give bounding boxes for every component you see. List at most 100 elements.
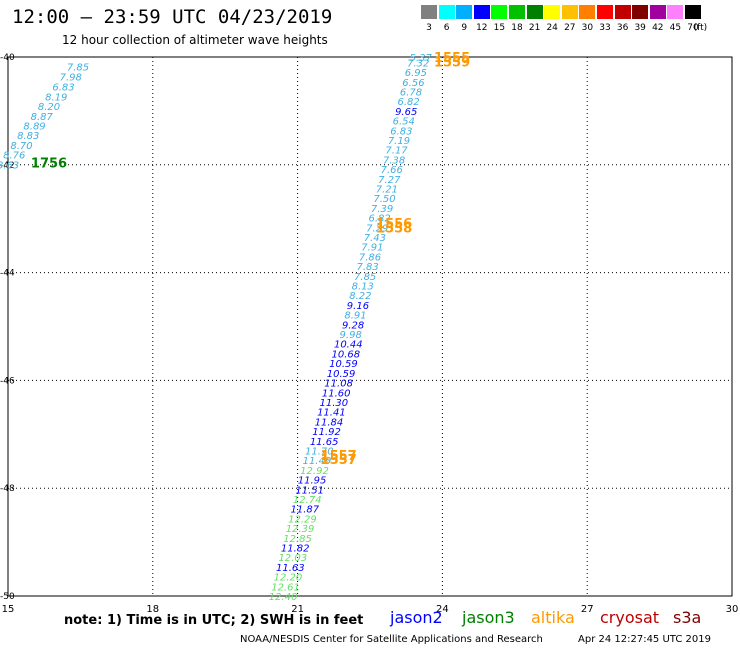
wave-height-label: 9.16 [347,301,369,312]
color-scale-label: 9 [461,23,468,33]
wave-height-label: 9.65 [395,107,417,118]
wave-height-label: 7.86 [359,252,381,263]
pass-time-label: 1559 [434,55,470,70]
color-swatch [509,5,525,19]
color-swatch [526,5,543,19]
y-tick-label: -42 [0,161,15,171]
color-scale-label: 3 [426,23,432,33]
wave-height-label: 11.92 [312,427,341,438]
wave-height-label: 8.76 [3,151,25,162]
color-scale-label: 70 [687,23,699,33]
pass-time-label: 1555 [434,51,470,66]
color-swatch [597,5,613,19]
wave-height-label: 12.92 [300,466,329,477]
wave-height-label: 11.63 [276,563,305,574]
wave-height-label: 6.95 [405,68,427,79]
wave-height-label: 5.37 [410,53,433,64]
wave-height-label: 12.61 [271,582,300,593]
wave-height-label: 6.83 [390,126,412,137]
color-scale-unit: (ft) [693,23,708,33]
wave-height-label: 7.39 [371,204,393,215]
x-tick-label: 30 [726,604,739,615]
color-swatch [561,5,578,19]
color-scale-label: 6 [443,23,450,33]
wave-height-label: 11.49 [303,456,332,467]
wave-height-label: 12.03 [278,553,307,564]
wave-height-label: 11.60 [322,388,351,399]
color-scale-label: 33 [599,23,611,33]
wave-height-label: 11.82 [281,543,310,554]
wave-height-label: 11.08 [324,379,353,390]
satellite-jason3: jason3 [462,608,515,627]
color-scale-label: 24 [546,23,558,33]
pass-time-label: 1557 [321,449,357,464]
color-scale-label: 15 [493,23,506,33]
y-tick-label: -44 [0,269,15,279]
color-scale-label: 39 [634,23,646,33]
x-tick-label: 18 [146,604,159,615]
color-scale-label: 36 [616,23,629,33]
pass-time-label: 1756 [31,157,67,172]
color-swatch [649,5,666,19]
wave-height-label: 8.89 [23,121,45,132]
color-swatch [614,5,631,19]
wave-height-label: 6.82 [397,97,419,108]
wave-height-label: 8.19 [45,92,67,103]
wave-height-label: 6.54 [393,117,415,128]
wave-height-label: 7.38 [383,155,405,166]
x-tick-label: 24 [436,604,449,615]
footer-timestamp: Apr 24 12:27:45 UTC 2019 [578,634,711,645]
color-swatch [421,5,437,19]
wave-height-label: 8.91 [344,311,366,322]
y-tick-label: -40 [0,53,15,63]
wave-height-label: 7.85 [354,272,376,283]
wave-height-label: 7.43 [364,233,386,244]
wave-height-label: 7.17 [385,146,408,157]
wave-height-label: 10.44 [334,340,363,351]
wave-height-label: 12.74 [293,495,322,506]
wave-height-label: 8.63 [0,160,19,171]
y-tick-label: -46 [0,376,15,386]
color-scale-label: 42 [652,23,664,33]
wave-height-label: 11.51 [295,485,324,496]
color-scale-label: 21 [528,23,541,33]
wave-height-label: 7.66 [381,165,403,176]
color-swatch [632,5,649,19]
color-swatch [473,5,490,19]
satellite-cryosat: cryosat [600,608,660,627]
wave-height-label: 8.83 [17,131,39,142]
wave-height-label: 10.59 [329,359,358,370]
wave-height-label: 6.83 [52,83,74,94]
wave-height-label: 6.56 [402,78,424,89]
footer-note: note: 1) Time is in UTC; 2) SWH is in fe… [64,613,364,628]
wave-height-label: 12.40 [269,592,298,603]
wave-height-label: 10.59 [327,369,356,380]
wave-height-label: 7.27 [378,175,401,186]
color-swatch [685,5,701,19]
wave-height-label: 7.98 [60,72,82,83]
wave-height-label: 7.50 [373,194,395,205]
wave-height-label: 7.83 [356,262,378,273]
wave-height-label: 11.87 [291,505,320,516]
wave-height-label: 7.85 [67,63,89,74]
wave-height-label: 11.30 [319,398,348,409]
wave-height-label: 11.65 [310,437,339,448]
color-swatch [438,5,455,19]
wave-height-label: 7.21 [376,185,398,196]
x-tick-label: 21 [291,604,304,615]
satellite-s3a: s3a [673,608,702,627]
color-swatch [544,5,561,19]
wave-height-label: 12.39 [286,524,315,535]
color-swatch [456,5,473,19]
pass-time-label: 1557 [321,453,357,468]
wave-height-label: 8.20 [38,102,60,113]
x-tick-label: 27 [581,604,594,615]
pass-time-label: 1556 [376,217,412,232]
y-tick-label: -48 [0,484,15,494]
chart-subtitle: 12 hour collection of altimeter wave hei… [62,33,328,47]
wave-height-label: 8.70 [10,141,32,152]
wave-height-label: 12.20 [274,573,303,584]
wave-height-label: 11.95 [298,476,327,487]
wave-height-label: 6.78 [400,87,422,98]
